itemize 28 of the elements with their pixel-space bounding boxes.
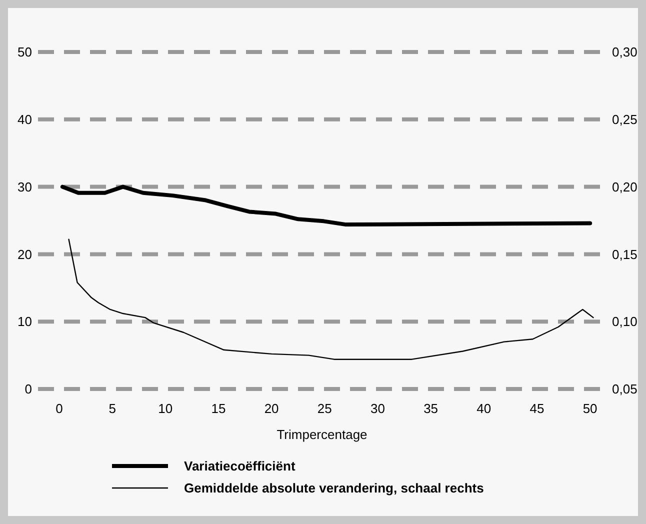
y-tick-label: 20	[18, 246, 32, 262]
x-tick-label: 35	[424, 401, 438, 416]
line-series	[68, 238, 594, 360]
x-tick-label: 45	[530, 401, 544, 416]
y-tick-label: 40	[18, 112, 32, 127]
x-tick-label: 5	[108, 401, 116, 416]
y2-tick-label: 0,10	[612, 314, 638, 330]
y2-tick-label: 0,25	[612, 112, 638, 127]
y-tick-label: 0	[24, 382, 32, 397]
y2-tick-label: 0,20	[612, 179, 638, 194]
y2-tick-label: 0,15	[612, 246, 638, 262]
y-tick-label: 30	[18, 179, 32, 194]
y2-tick-label: 0,30	[612, 44, 638, 60]
x-tick-label: 40	[476, 401, 492, 416]
x-axis-title: Trimpercentage	[276, 427, 368, 442]
legend-label: Variatiecoëfficiënt	[184, 458, 296, 474]
x-tick-label: 25	[317, 401, 332, 416]
x-tick-label: 0	[56, 401, 63, 416]
x-tick-label: 20	[264, 401, 279, 416]
x-tick-label: 30	[370, 401, 385, 416]
y-tick-label: 50	[18, 44, 32, 60]
x-tick-label: 50	[582, 401, 598, 416]
line-series	[60, 184, 592, 227]
legend-label: Gemiddelde absolute verandering, schaal rechts	[184, 480, 484, 496]
x-tick-label: 15	[211, 401, 226, 416]
x-tick-label: 10	[158, 401, 173, 416]
y2-tick-label: 0,05	[612, 382, 638, 397]
y-tick-label: 10	[18, 314, 32, 330]
